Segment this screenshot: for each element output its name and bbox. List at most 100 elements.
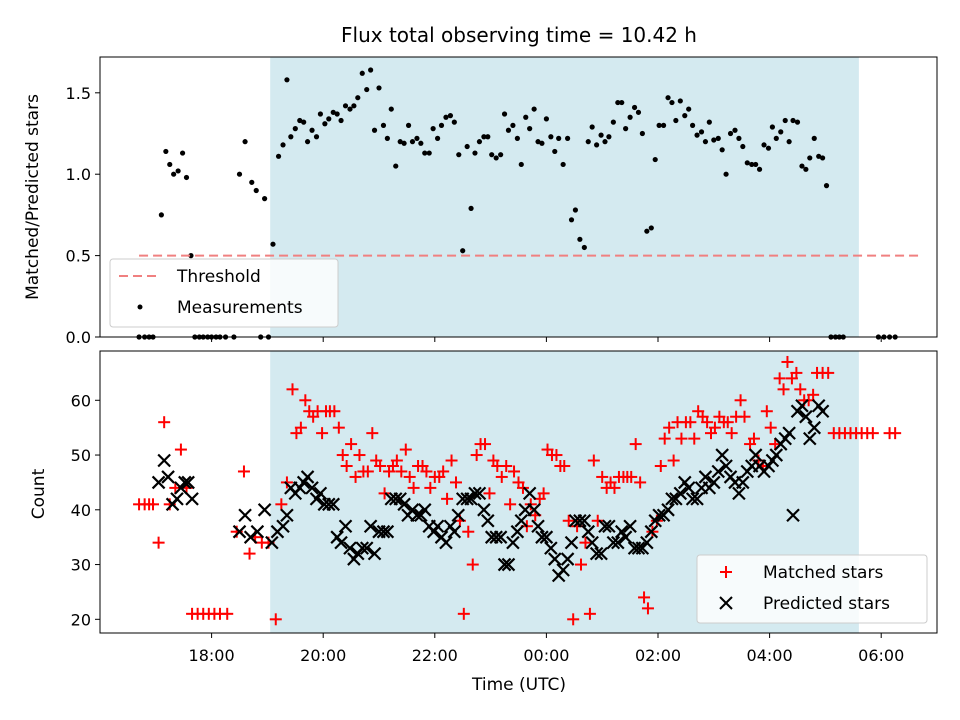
matched-star-marker bbox=[579, 536, 592, 549]
matched-star-marker bbox=[760, 405, 773, 418]
matched-star-marker bbox=[441, 492, 454, 505]
measurement-point bbox=[794, 119, 801, 125]
measurement-point bbox=[175, 168, 181, 174]
measurement-point bbox=[744, 160, 750, 166]
matched-star-marker bbox=[316, 427, 329, 440]
measurement-point bbox=[648, 225, 654, 231]
measurement-point bbox=[552, 148, 558, 155]
measurement-point bbox=[464, 143, 470, 150]
predicted-star-marker bbox=[598, 519, 612, 534]
matched-star-marker bbox=[462, 525, 475, 538]
predicted-star-marker bbox=[185, 492, 199, 506]
predicted-star-marker bbox=[556, 563, 570, 577]
predicted-star-marker bbox=[363, 519, 378, 534]
predicted-star-marker bbox=[410, 508, 424, 523]
predicted-star-marker bbox=[640, 535, 654, 550]
measurement-point bbox=[376, 85, 382, 91]
bottom-x-tick-label: 04:00 bbox=[747, 646, 793, 665]
measurement-point bbox=[493, 155, 499, 161]
measurement-point bbox=[732, 127, 738, 133]
measurement-point bbox=[568, 217, 575, 223]
measurement-point bbox=[322, 121, 328, 127]
measurement-point bbox=[371, 127, 378, 133]
measurement-point bbox=[823, 183, 830, 189]
predicted-star-marker bbox=[514, 513, 529, 528]
matched-star-marker bbox=[562, 514, 575, 527]
measurement-point bbox=[501, 111, 508, 117]
predicted-star-marker bbox=[439, 535, 453, 550]
matched-star-marker bbox=[353, 449, 366, 462]
measurement-point bbox=[514, 135, 520, 141]
predicted-star-marker bbox=[581, 524, 596, 539]
predicted-star-marker bbox=[527, 503, 541, 517]
matched-star-marker bbox=[684, 416, 697, 429]
measurement-point bbox=[351, 103, 357, 109]
matched-star-marker bbox=[294, 421, 307, 434]
measurement-point bbox=[790, 117, 796, 124]
measurement-point bbox=[623, 126, 629, 132]
matched-star-marker bbox=[734, 394, 747, 407]
measurement-point bbox=[414, 135, 420, 141]
matched-star-marker bbox=[587, 454, 600, 467]
matched-star-marker bbox=[583, 607, 596, 620]
measurement-point bbox=[304, 139, 311, 145]
predicted-star-marker bbox=[711, 464, 726, 479]
measurement-point bbox=[368, 67, 374, 73]
measurement-point bbox=[505, 127, 512, 133]
measurement-point bbox=[689, 122, 696, 128]
measurement-point bbox=[309, 127, 315, 133]
bottom-x-tick-label: 22:00 bbox=[412, 646, 458, 665]
matched-star-marker bbox=[866, 427, 879, 440]
measurement-point bbox=[510, 122, 516, 128]
matched-star-marker bbox=[280, 476, 293, 489]
bottom-x-tick-label: 20:00 bbox=[300, 646, 346, 665]
matched-star-marker bbox=[701, 416, 714, 429]
measurement-point bbox=[711, 137, 717, 143]
predicted-star-marker bbox=[690, 492, 704, 506]
predicted-star-marker bbox=[232, 524, 247, 539]
measurement-point bbox=[803, 166, 809, 172]
matched-star-marker bbox=[328, 405, 341, 418]
measurement-point bbox=[468, 205, 474, 211]
measurement-point bbox=[518, 161, 524, 168]
bottom-y-axis-label: Count bbox=[29, 468, 49, 519]
measurement-point bbox=[635, 109, 642, 115]
matched-star-marker bbox=[596, 470, 609, 483]
measurement-point bbox=[242, 139, 248, 145]
measurement-point bbox=[456, 152, 462, 158]
measurement-point bbox=[677, 98, 683, 104]
predicted-star-marker bbox=[522, 486, 537, 501]
measurement-point bbox=[769, 124, 775, 130]
measurement-point bbox=[706, 119, 712, 125]
matched-star-marker bbox=[500, 459, 513, 472]
predicted-star-marker bbox=[388, 492, 403, 506]
predicted-star-marker bbox=[326, 497, 341, 512]
measurement-point bbox=[171, 171, 177, 177]
matched-star-marker bbox=[147, 498, 160, 511]
predicted-star-marker bbox=[380, 524, 395, 539]
measurement-point bbox=[179, 150, 186, 156]
matched-star-marker bbox=[445, 454, 458, 467]
predicted-star-marker bbox=[815, 404, 830, 419]
measurement-point bbox=[338, 117, 344, 124]
predicted-star-marker bbox=[531, 519, 545, 534]
predicted-star-marker bbox=[606, 535, 621, 550]
measurement-point bbox=[249, 179, 255, 185]
measurement-point bbox=[163, 148, 169, 155]
measurement-point bbox=[610, 119, 616, 125]
matched-star-marker bbox=[403, 470, 416, 483]
measurement-point bbox=[740, 143, 746, 150]
matched-star-marker bbox=[822, 366, 835, 379]
bottom-panel: 20 30 40 50 60 18:00 20:00 22:00 00:00 02:00 04:0… bbox=[29, 350, 938, 695]
predicted-star-marker bbox=[786, 508, 800, 523]
measurement-point bbox=[585, 139, 591, 145]
measurement-point bbox=[807, 155, 813, 161]
top-x-ticks bbox=[211, 337, 882, 342]
top-y-tick-label: 1.5 bbox=[66, 84, 91, 103]
predicted-star-marker bbox=[472, 486, 487, 501]
matched-star-marker bbox=[374, 459, 387, 472]
measurement-point bbox=[460, 248, 466, 254]
measurement-point bbox=[594, 142, 600, 148]
matched-star-marker bbox=[794, 383, 807, 396]
